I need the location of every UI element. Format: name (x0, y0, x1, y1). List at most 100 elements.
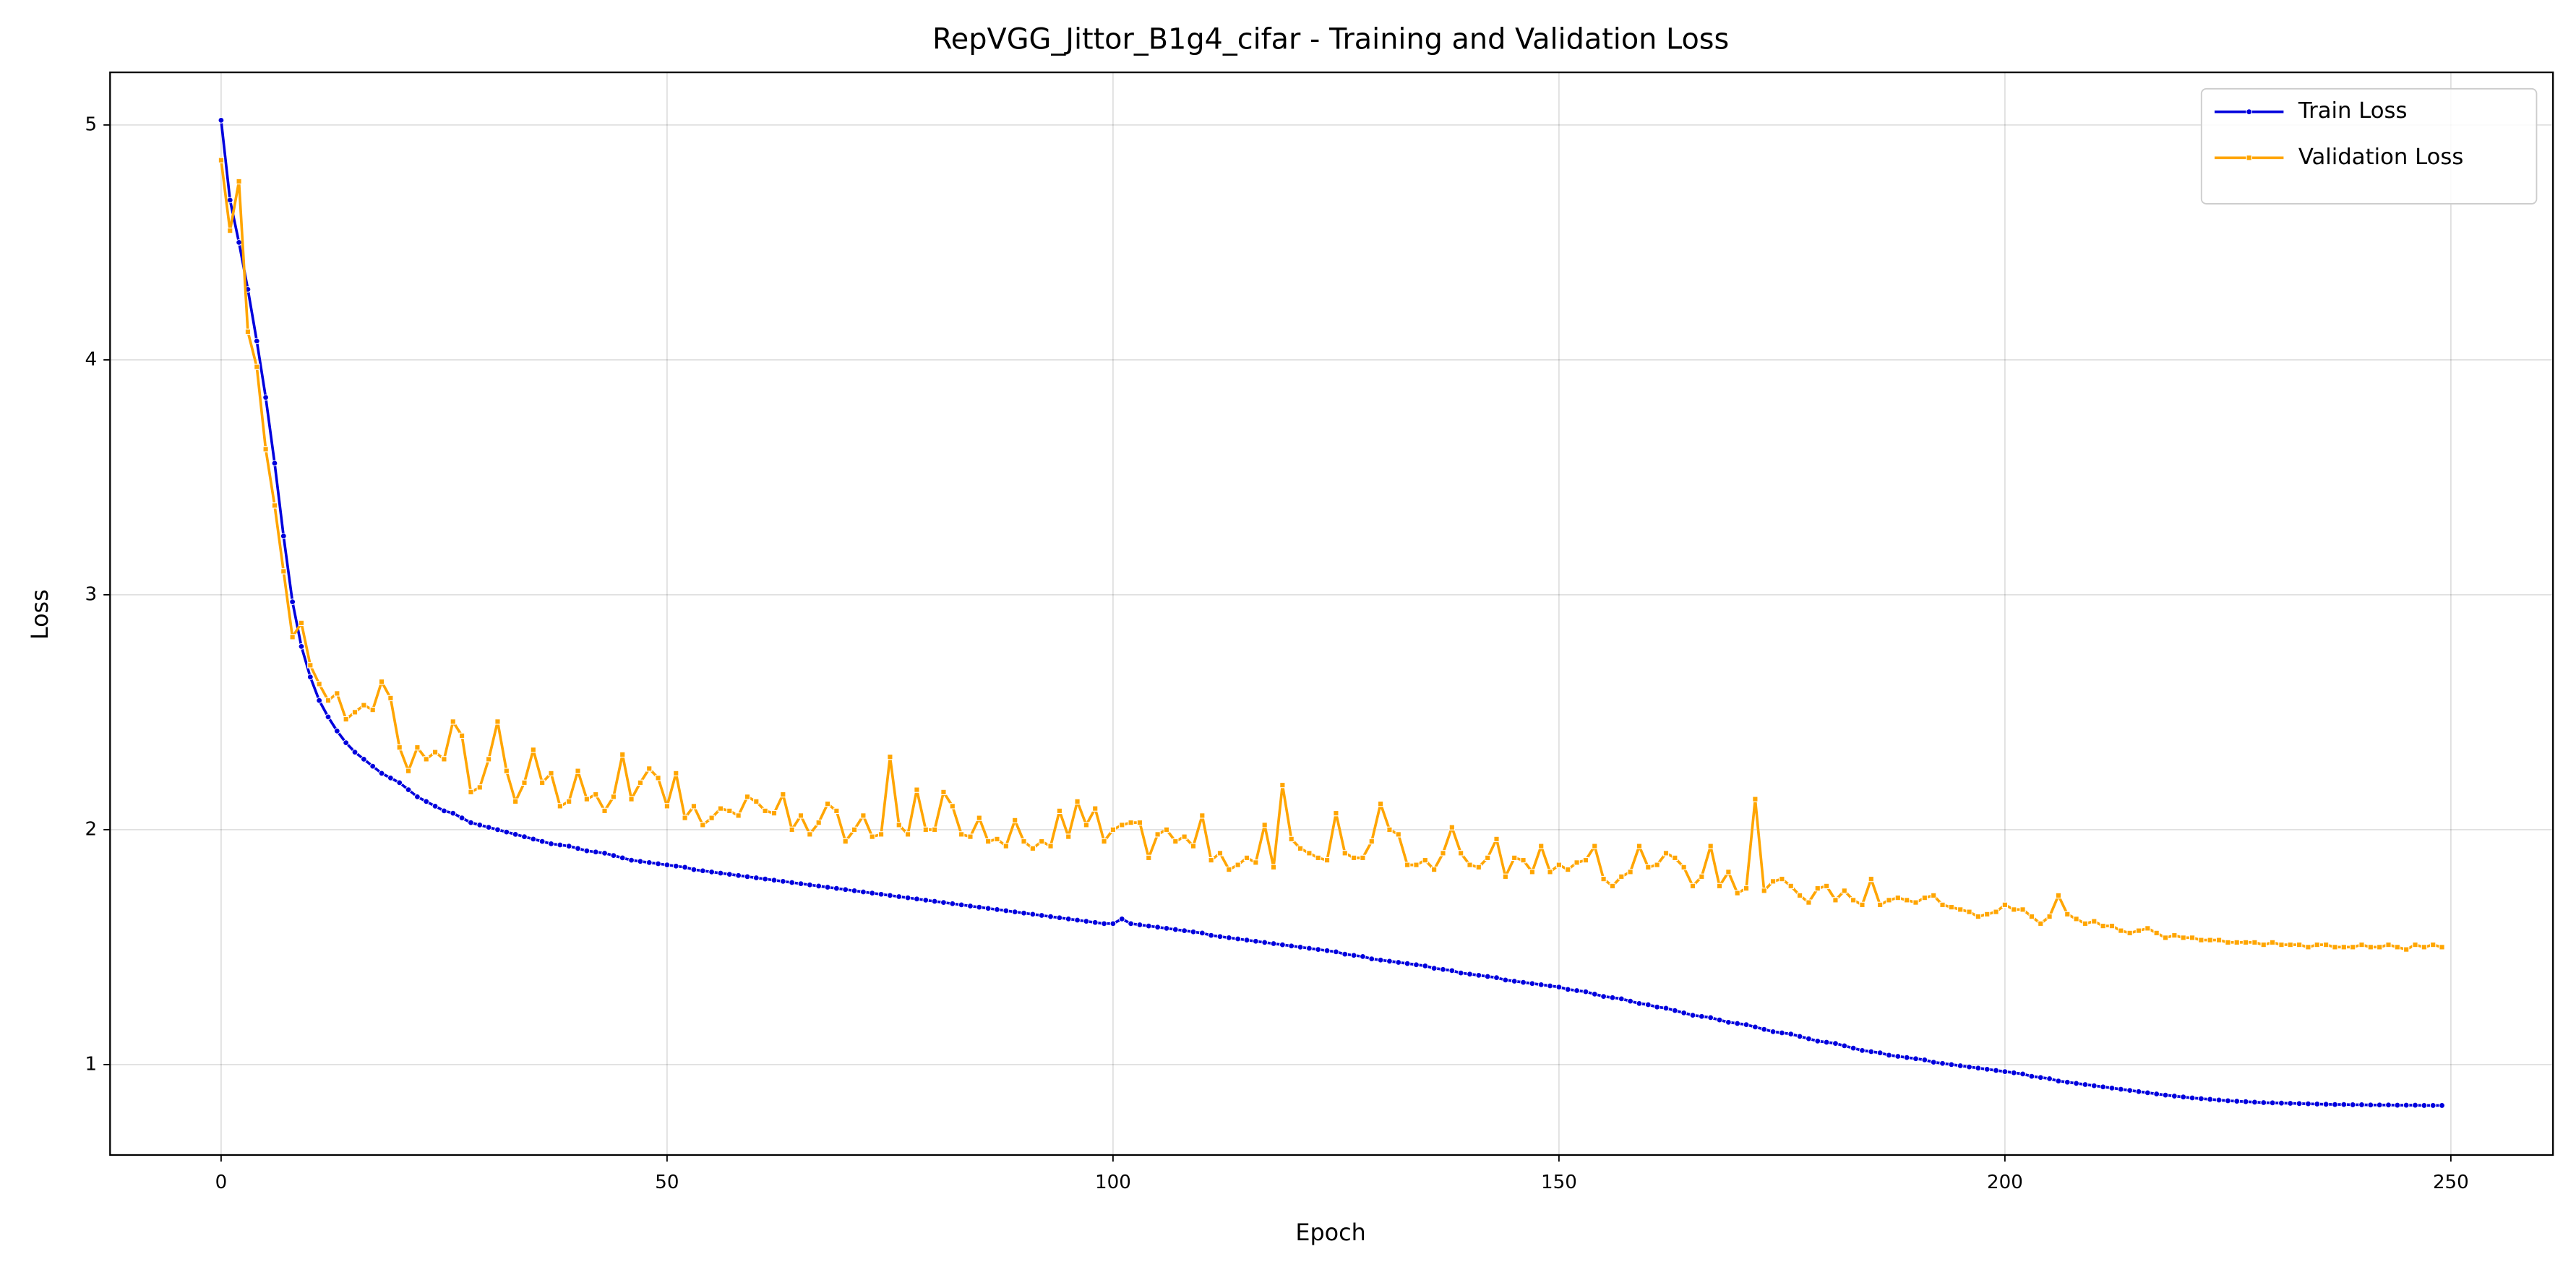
point (1190, 843, 1197, 849)
point (2207, 1096, 2214, 1103)
point (2385, 941, 2392, 948)
point (405, 786, 412, 793)
point (664, 862, 671, 868)
point (450, 718, 456, 725)
point (1315, 854, 1321, 862)
point (2082, 1081, 2089, 1088)
point (735, 812, 742, 819)
point (2403, 946, 2410, 953)
point (1101, 920, 1107, 927)
point (2278, 941, 2285, 948)
point (1047, 913, 1054, 920)
point (1181, 833, 1188, 840)
point (967, 833, 974, 840)
point (2225, 939, 2231, 946)
point (583, 796, 591, 802)
point (1930, 892, 1937, 899)
chart-title: RepVGG_Jittor_B1g4_cifar - Training and … (932, 22, 1729, 56)
point (797, 812, 804, 819)
point (1430, 866, 1438, 873)
point (2429, 1102, 2437, 1109)
point (557, 803, 564, 810)
point (1065, 833, 1072, 840)
point (1047, 843, 1054, 849)
y-tick-label: 1 (85, 1053, 97, 1075)
point (1564, 986, 1571, 993)
point (655, 860, 661, 867)
point (1368, 956, 1375, 962)
point (1752, 1023, 1759, 1031)
point (1707, 843, 1714, 849)
point (1671, 1007, 1678, 1014)
point (1386, 826, 1393, 833)
point (655, 775, 661, 781)
point (1315, 946, 1322, 953)
point (1511, 854, 1518, 862)
point (1377, 956, 1384, 963)
point (557, 841, 564, 849)
point (289, 598, 296, 605)
point (1537, 982, 1545, 988)
point (280, 568, 287, 575)
point (316, 697, 322, 704)
point (1092, 805, 1099, 812)
point (922, 826, 929, 833)
point (1502, 873, 1509, 880)
point (833, 807, 840, 815)
point (1128, 819, 1134, 826)
point (1226, 866, 1232, 873)
point (2412, 1102, 2418, 1109)
point (1145, 922, 1152, 930)
point (325, 713, 332, 721)
point (503, 768, 510, 774)
point (1743, 1021, 1750, 1028)
point (726, 871, 733, 877)
point (521, 779, 528, 786)
point (2367, 944, 2374, 950)
point (976, 815, 983, 821)
point (530, 747, 537, 753)
point (1850, 1044, 1857, 1052)
point (575, 845, 581, 852)
point (343, 716, 349, 723)
point (414, 744, 421, 751)
point (2439, 1102, 2445, 1109)
point (2171, 1093, 2178, 1099)
point (1457, 969, 1464, 976)
point (1591, 991, 1598, 997)
point (708, 869, 715, 875)
point (1699, 873, 1705, 880)
point (1779, 1029, 1785, 1036)
point (2144, 925, 2151, 932)
point (1386, 958, 1393, 965)
point (280, 533, 287, 539)
point (824, 884, 831, 890)
point (762, 807, 768, 815)
point (468, 789, 474, 796)
point (1270, 940, 1277, 947)
point (1003, 843, 1010, 849)
point (271, 502, 278, 509)
point (1796, 1033, 1803, 1040)
point (815, 819, 822, 826)
point (887, 892, 893, 899)
point (1056, 807, 1063, 815)
point (1787, 1031, 1795, 1037)
series-line (220, 160, 2443, 951)
legend-marker (2246, 108, 2252, 115)
point (1841, 1042, 1848, 1049)
point (334, 728, 340, 734)
point (735, 872, 742, 879)
point (1779, 875, 1785, 883)
point (1582, 857, 1589, 864)
point (1636, 843, 1643, 849)
point (1128, 920, 1134, 927)
point (503, 828, 510, 836)
point (2126, 1087, 2133, 1094)
point (1288, 836, 1295, 843)
point (1323, 857, 1331, 864)
point (2153, 1091, 2160, 1097)
point (485, 756, 492, 763)
point (976, 903, 983, 911)
point (1823, 883, 1830, 890)
